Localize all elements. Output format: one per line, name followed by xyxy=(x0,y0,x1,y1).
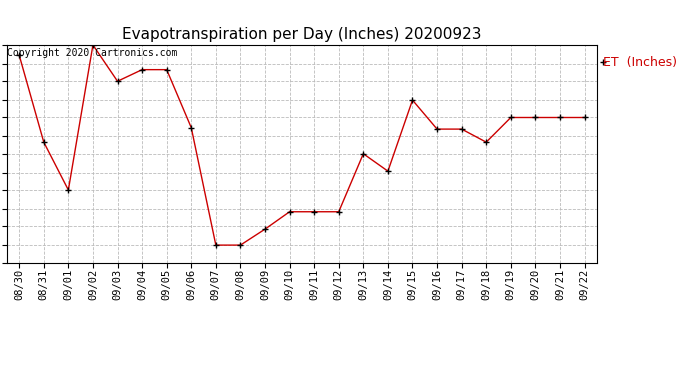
ET  (Inches) xyxy=(580,115,589,120)
Legend: ET  (Inches): ET (Inches) xyxy=(598,51,682,74)
ET  (Inches) xyxy=(384,169,392,173)
ET  (Inches) xyxy=(187,125,195,130)
Text: Copyright 2020 Cartronics.com: Copyright 2020 Cartronics.com xyxy=(8,48,178,58)
Title: Evapotranspiration per Day (Inches) 20200923: Evapotranspiration per Day (Inches) 2020… xyxy=(122,27,482,42)
ET  (Inches) xyxy=(163,68,171,72)
ET  (Inches) xyxy=(138,68,146,72)
ET  (Inches) xyxy=(335,210,343,214)
ET  (Inches) xyxy=(457,127,466,131)
ET  (Inches) xyxy=(359,152,368,156)
ET  (Inches) xyxy=(236,243,244,248)
ET  (Inches) xyxy=(506,115,515,120)
ET  (Inches) xyxy=(212,243,220,248)
ET  (Inches) xyxy=(39,140,48,144)
ET  (Inches) xyxy=(556,115,564,120)
ET  (Inches) xyxy=(15,53,23,57)
ET  (Inches) xyxy=(482,140,491,144)
ET  (Inches) xyxy=(408,98,417,102)
ET  (Inches) xyxy=(286,210,294,214)
ET  (Inches) xyxy=(89,43,97,47)
ET  (Inches) xyxy=(64,188,72,192)
ET  (Inches) xyxy=(261,227,269,231)
ET  (Inches) xyxy=(531,115,540,120)
ET  (Inches) xyxy=(433,127,441,131)
ET  (Inches) xyxy=(310,210,318,214)
Line: ET  (Inches): ET (Inches) xyxy=(16,42,588,249)
ET  (Inches) xyxy=(113,79,121,84)
